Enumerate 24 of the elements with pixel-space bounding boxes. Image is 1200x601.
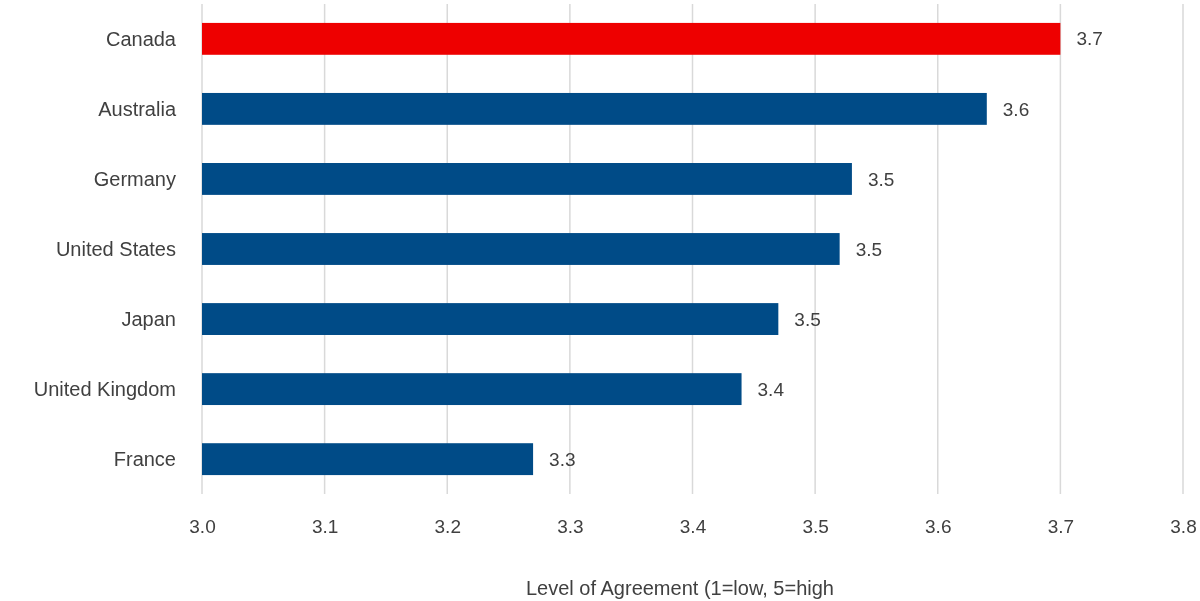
- data-label: 3.6: [1002, 98, 1030, 120]
- y-tick-label: Australia: [98, 97, 177, 120]
- data-label: 3.3: [549, 448, 576, 470]
- data-label: 3.7: [1076, 28, 1103, 50]
- text: 3.8: [1170, 516, 1197, 538]
- y-tick-label: Japan: [121, 308, 176, 331]
- y-tick-label: United States: [55, 238, 176, 260]
- x-axis-title: Level of Agreement (1=low, 5=high: [526, 577, 834, 599]
- data-label: 3.5: [867, 168, 895, 190]
- data-label: 3.5: [794, 308, 821, 330]
- text: 3.4: [679, 516, 707, 538]
- y-tick-label: Canada: [105, 27, 177, 50]
- y-tick-label: Germany: [93, 167, 176, 190]
- text: 3.3: [557, 516, 584, 538]
- y-tick-label: France: [113, 448, 176, 471]
- text: 3.5: [802, 516, 829, 538]
- data-label: 3.5: [855, 238, 883, 260]
- text: 3.6: [925, 516, 952, 538]
- text: 3.0: [189, 516, 216, 538]
- y-tick-label: United Kingdom: [33, 378, 176, 401]
- text: 3.1: [311, 516, 339, 538]
- text: 3.2: [434, 516, 461, 538]
- data-label: 3.4: [757, 378, 785, 400]
- text: 3.7: [1047, 516, 1075, 538]
